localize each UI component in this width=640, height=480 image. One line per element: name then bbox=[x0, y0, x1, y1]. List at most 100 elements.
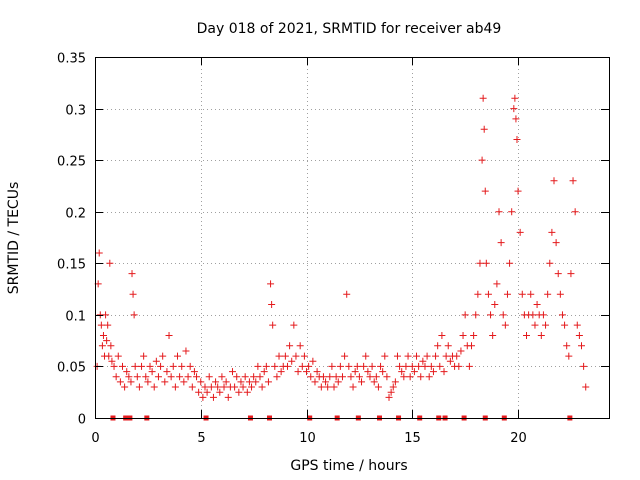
data-point bbox=[163, 368, 171, 376]
data-point bbox=[133, 373, 141, 381]
data-point bbox=[503, 290, 511, 298]
data-point bbox=[281, 352, 289, 360]
data-point bbox=[573, 321, 581, 329]
data-point bbox=[150, 383, 158, 391]
data-point bbox=[364, 368, 372, 376]
data-point bbox=[258, 383, 266, 391]
data-point bbox=[499, 311, 507, 319]
data-point bbox=[531, 321, 539, 329]
data-point bbox=[146, 362, 154, 370]
data-point bbox=[360, 362, 368, 370]
data-point bbox=[237, 378, 245, 386]
data-point bbox=[193, 373, 201, 381]
data-point bbox=[311, 378, 319, 386]
data-point bbox=[178, 362, 186, 370]
y-tick-label: 0.15 bbox=[57, 258, 86, 273]
data-point bbox=[511, 94, 519, 102]
data-point bbox=[169, 362, 177, 370]
data-point bbox=[455, 362, 463, 370]
y-tick-label: 0.05 bbox=[57, 361, 86, 376]
data-point bbox=[144, 378, 152, 386]
data-point bbox=[491, 301, 499, 309]
data-point bbox=[554, 270, 562, 278]
data-point bbox=[307, 373, 315, 381]
data-point bbox=[197, 378, 205, 386]
data-point bbox=[292, 352, 300, 360]
data-point bbox=[444, 342, 452, 350]
x-tick-label: 15 bbox=[404, 431, 421, 446]
data-point bbox=[212, 378, 220, 386]
data-point bbox=[165, 331, 173, 339]
data-point bbox=[436, 362, 444, 370]
data-point bbox=[328, 362, 336, 370]
data-point bbox=[527, 290, 535, 298]
data-point bbox=[529, 311, 537, 319]
data-point bbox=[379, 368, 387, 376]
data-point bbox=[188, 383, 196, 391]
data-point bbox=[98, 342, 106, 350]
data-point bbox=[353, 362, 361, 370]
data-point bbox=[349, 383, 357, 391]
data-point bbox=[341, 352, 349, 360]
data-point bbox=[260, 368, 268, 376]
data-point bbox=[537, 331, 545, 339]
data-point bbox=[385, 393, 393, 401]
data-point bbox=[110, 362, 118, 370]
data-point bbox=[558, 311, 566, 319]
data-point bbox=[184, 373, 192, 381]
data-point bbox=[432, 352, 440, 360]
data-point bbox=[423, 352, 431, 360]
data-point bbox=[523, 331, 531, 339]
data-point bbox=[277, 368, 285, 376]
data-point bbox=[102, 311, 110, 319]
data-point bbox=[326, 373, 334, 381]
data-point bbox=[205, 373, 213, 381]
data-point bbox=[125, 373, 133, 381]
data-point bbox=[218, 373, 226, 381]
data-point bbox=[161, 378, 169, 386]
data-point bbox=[269, 321, 277, 329]
data-point bbox=[214, 383, 222, 391]
data-point bbox=[480, 125, 488, 133]
data-point bbox=[484, 290, 492, 298]
chart-title: Day 018 of 2021, SRMTID for receiver ab4… bbox=[197, 21, 502, 37]
data-point bbox=[389, 383, 397, 391]
data-point bbox=[561, 321, 569, 329]
data-point bbox=[264, 378, 272, 386]
data-point bbox=[400, 373, 408, 381]
data-point bbox=[556, 290, 564, 298]
data-point bbox=[268, 301, 276, 309]
data-point bbox=[429, 368, 437, 376]
data-point bbox=[95, 249, 103, 257]
x-tick-label: 0 bbox=[91, 431, 99, 446]
x-axis-title: GPS time / hours bbox=[290, 458, 407, 474]
data-point bbox=[171, 383, 179, 391]
data-point bbox=[275, 352, 283, 360]
data-point bbox=[103, 337, 111, 345]
data-point bbox=[142, 373, 150, 381]
data-point bbox=[343, 290, 351, 298]
data-point bbox=[510, 105, 518, 113]
y-tick-label: 0.25 bbox=[57, 155, 86, 170]
data-point bbox=[575, 331, 583, 339]
x-tick-label: 5 bbox=[197, 431, 205, 446]
plot-frame bbox=[95, 57, 610, 419]
data-point bbox=[387, 388, 395, 396]
data-point bbox=[533, 301, 541, 309]
data-point bbox=[283, 362, 291, 370]
data-point bbox=[406, 373, 414, 381]
data-point bbox=[241, 373, 249, 381]
data-point bbox=[514, 187, 522, 195]
y-tick-label: 0.35 bbox=[57, 52, 86, 67]
data-point bbox=[358, 378, 366, 386]
data-point bbox=[220, 383, 228, 391]
data-point bbox=[518, 290, 526, 298]
data-point bbox=[539, 311, 547, 319]
data-point bbox=[569, 177, 577, 185]
data-point bbox=[404, 352, 412, 360]
data-point bbox=[548, 228, 556, 236]
data-point bbox=[201, 383, 209, 391]
data-point bbox=[182, 347, 190, 355]
data-point bbox=[294, 368, 302, 376]
data-point bbox=[383, 373, 391, 381]
